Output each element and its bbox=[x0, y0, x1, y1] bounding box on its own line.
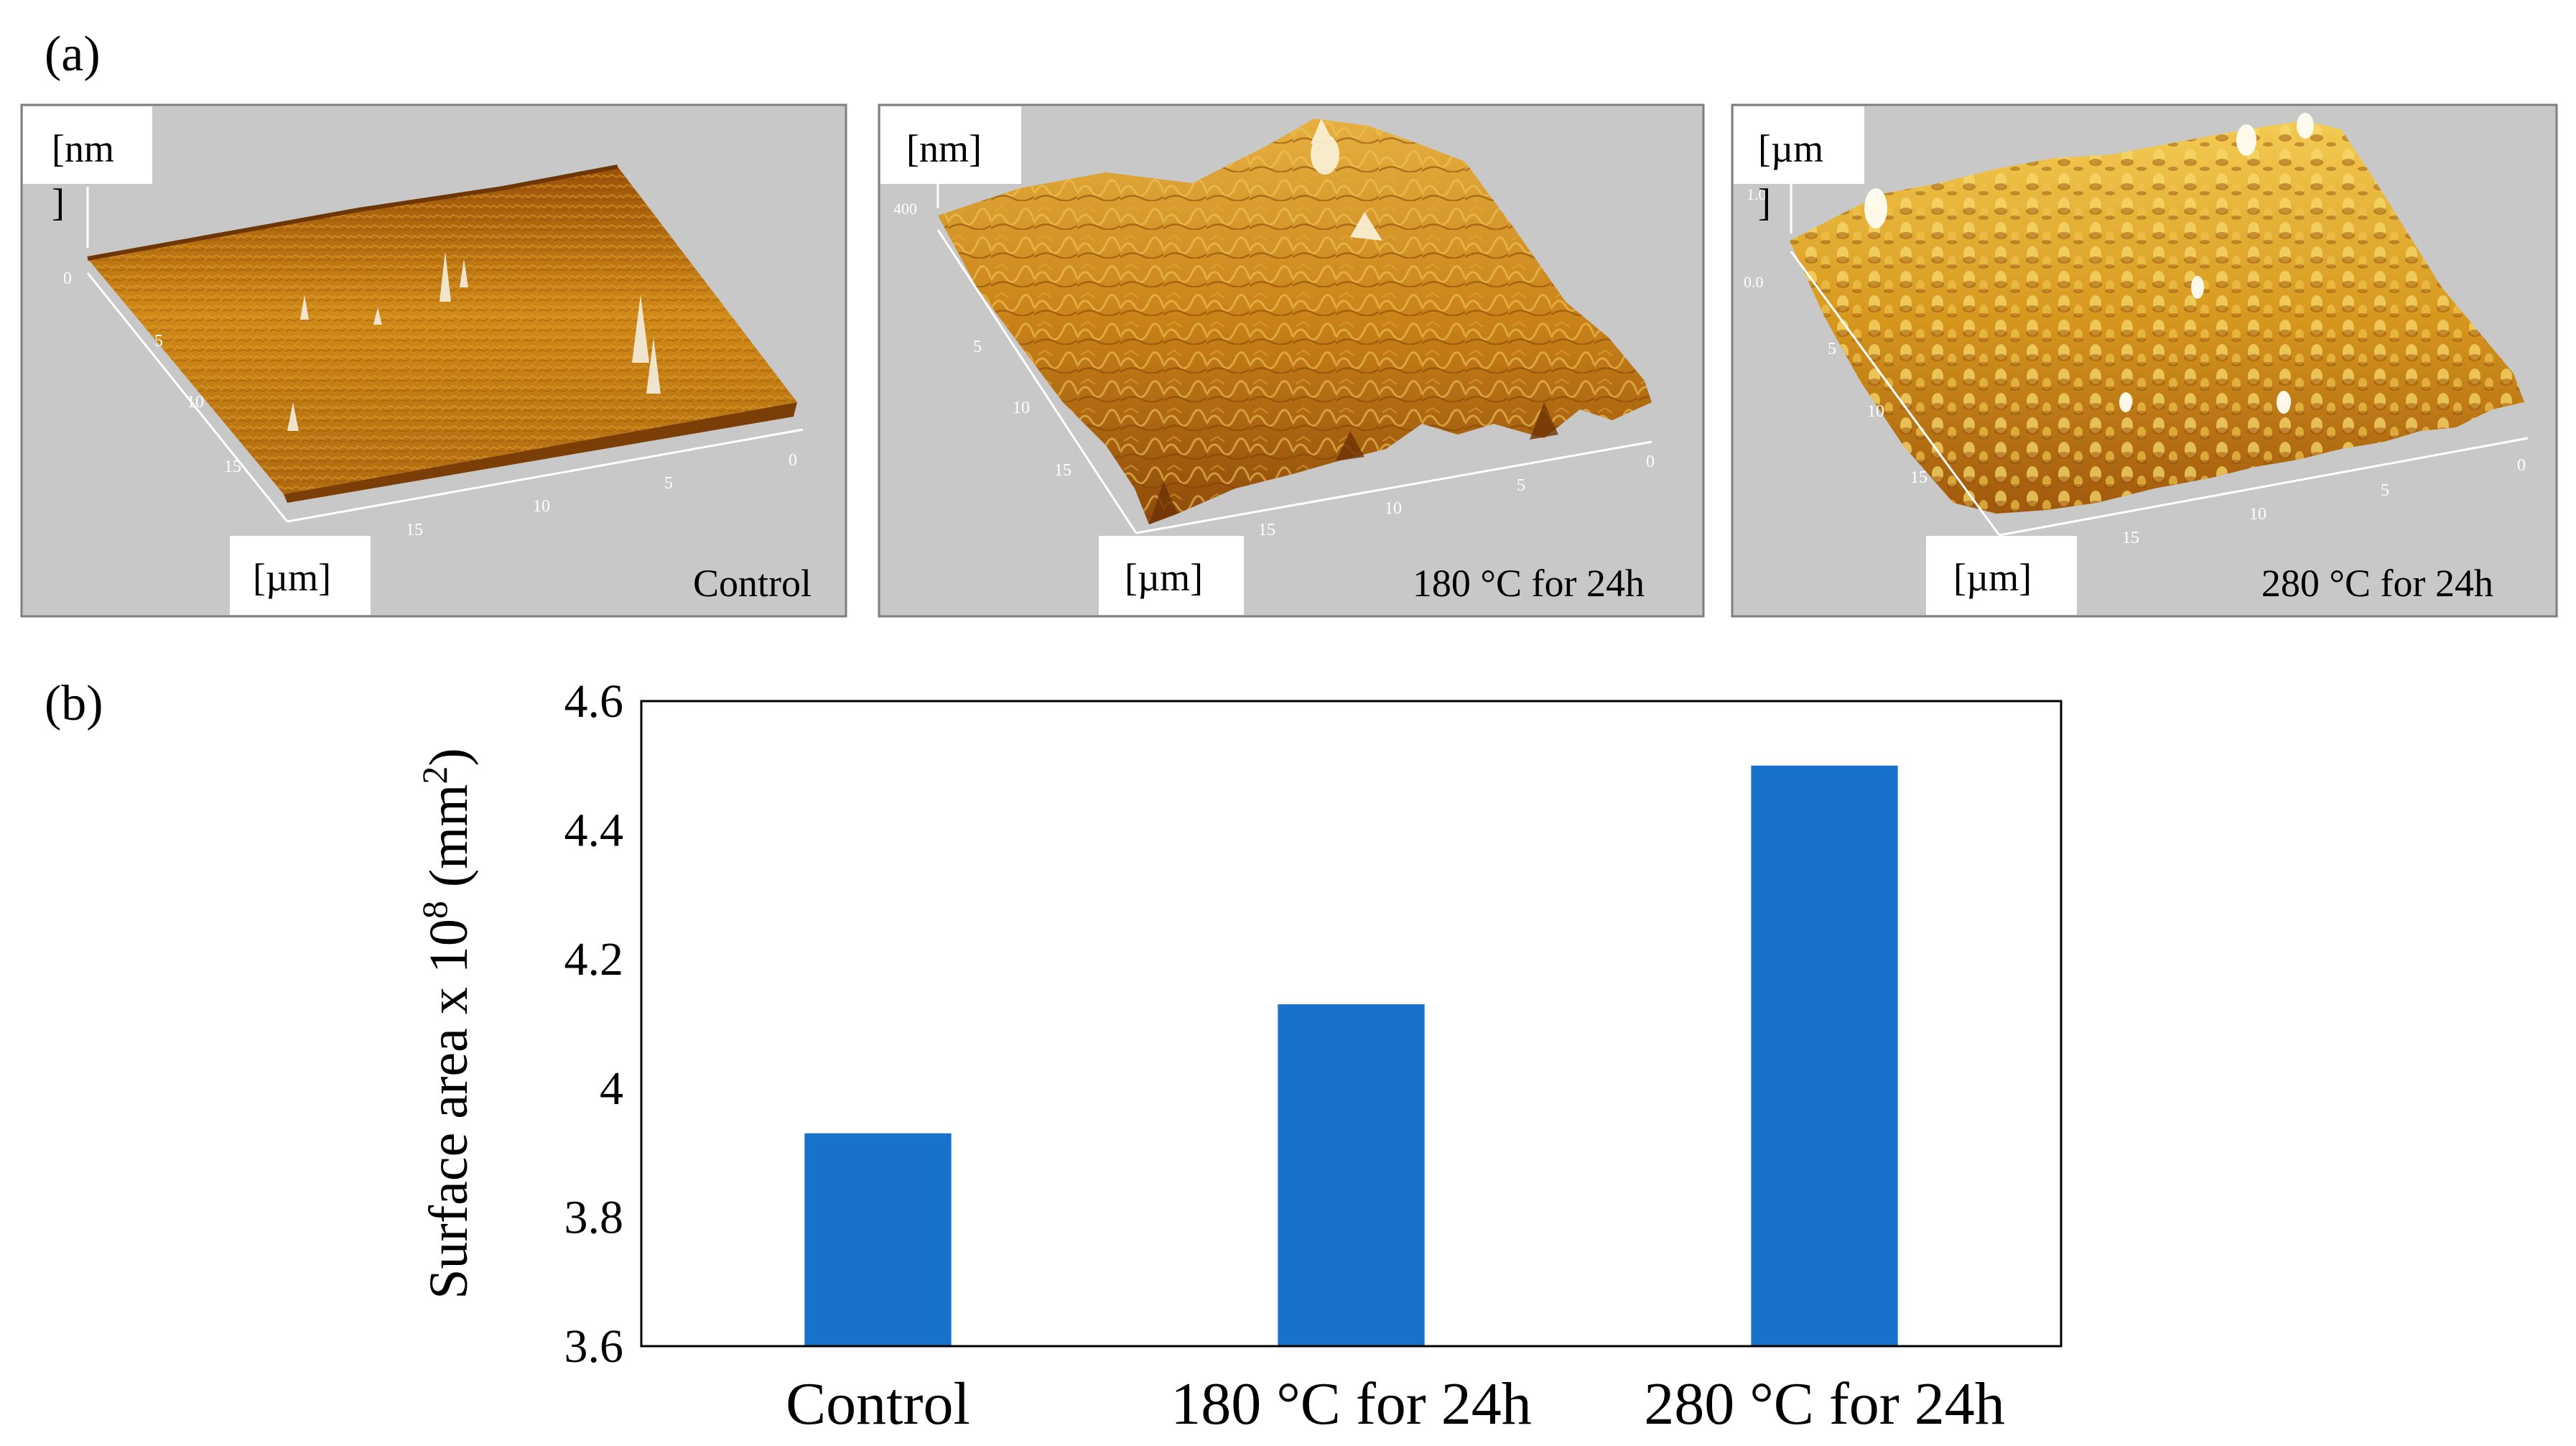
y-tick-label: 4.2 bbox=[564, 933, 624, 986]
width-tick: 5 bbox=[664, 474, 673, 493]
y-tick-label: 4 bbox=[600, 1062, 623, 1115]
depth-tick: 15 bbox=[224, 458, 241, 476]
width-tick: 15 bbox=[2122, 529, 2139, 547]
depth-tick: 10 bbox=[1867, 402, 1884, 421]
z-tick-top: 1.0 bbox=[1747, 185, 1767, 203]
plot-area bbox=[640, 700, 2063, 1348]
depth-tick: 10 bbox=[1013, 399, 1030, 417]
y-axis-label: Surface area x 108 (mm2) bbox=[414, 748, 479, 1299]
y-tick-label: 4.6 bbox=[564, 675, 624, 728]
x-axis: Control 180 °C for 24h 280 °C for 24h bbox=[786, 1371, 2005, 1437]
panel-a-label: (a) bbox=[45, 27, 101, 82]
x-tick-label: Control bbox=[786, 1371, 970, 1437]
condition-label: 280 °C for 24h bbox=[2261, 562, 2493, 605]
afm-panel-180c: 400 5 10 15 15 10 5 0 [nm] [µm] 180 °C f… bbox=[878, 103, 1705, 618]
depth-tick: 15 bbox=[1054, 461, 1071, 480]
y-tick-label: 4.4 bbox=[564, 805, 624, 857]
depth-tick: 5 bbox=[973, 338, 982, 356]
bar bbox=[804, 1133, 952, 1346]
z-unit-label: [nm bbox=[52, 127, 114, 170]
z-tick: 400 bbox=[893, 200, 917, 218]
width-tick: 10 bbox=[533, 497, 550, 516]
z-tick: 0 bbox=[63, 269, 72, 288]
z-tick: 0.0 bbox=[1744, 273, 1764, 291]
depth-tick: 5 bbox=[1828, 340, 1836, 358]
y-tick-label: 3.8 bbox=[564, 1191, 624, 1243]
y-axis: 3.6 3.8 4 4.2 4.4 4.6 bbox=[564, 675, 624, 1373]
x-tick-label: 180 °C for 24h bbox=[1171, 1371, 1532, 1437]
width-tick: 0 bbox=[789, 451, 797, 470]
width-tick: 10 bbox=[2249, 505, 2266, 524]
z-unit-label: [nm] bbox=[906, 127, 982, 170]
afm-panels: (a) 0 5 10 15 15 10 5 0 bbox=[20, 27, 2558, 618]
bar bbox=[1278, 1004, 1425, 1346]
afm-panel-control: 0 5 10 15 15 10 5 0 [nm ] [µm] Control bbox=[20, 103, 847, 618]
xy-unit-label: [µm] bbox=[253, 556, 331, 599]
xy-unit-label: [µm] bbox=[1953, 556, 2032, 599]
xy-unit-label: [µm] bbox=[1125, 556, 1203, 599]
z-unit-label: [µm bbox=[1758, 127, 1823, 170]
width-tick: 15 bbox=[406, 521, 423, 539]
width-tick: 5 bbox=[1517, 476, 1525, 495]
width-tick: 10 bbox=[1385, 499, 1402, 518]
width-tick: 15 bbox=[1258, 521, 1275, 539]
afm-panel-280c: 1.0 0.0 5 10 15 15 10 5 0 [µm ] [µm] 280… bbox=[1731, 103, 2558, 618]
width-tick: 5 bbox=[2381, 481, 2389, 500]
width-tick: 0 bbox=[1646, 453, 1655, 471]
condition-label: Control bbox=[693, 562, 812, 605]
depth-tick: 15 bbox=[1910, 468, 1928, 487]
bar-chart: (b) 3.6 3.8 4 4.2 4.4 4.6 Control 180 °C for 2… bbox=[45, 675, 2063, 1437]
y-tick-label: 3.6 bbox=[564, 1320, 624, 1373]
bars bbox=[804, 765, 1898, 1346]
panel-b-label: (b) bbox=[45, 676, 103, 731]
depth-tick: 5 bbox=[154, 332, 163, 351]
z-unit-label-close: ] bbox=[1758, 181, 1771, 224]
x-tick-label: 280 °C for 24h bbox=[1644, 1371, 2005, 1437]
width-tick: 0 bbox=[2517, 456, 2526, 475]
depth-tick: 10 bbox=[187, 393, 204, 412]
bar bbox=[1751, 765, 1898, 1346]
condition-label: 180 °C for 24h bbox=[1413, 562, 1645, 605]
z-unit-label-close: ] bbox=[52, 181, 65, 224]
